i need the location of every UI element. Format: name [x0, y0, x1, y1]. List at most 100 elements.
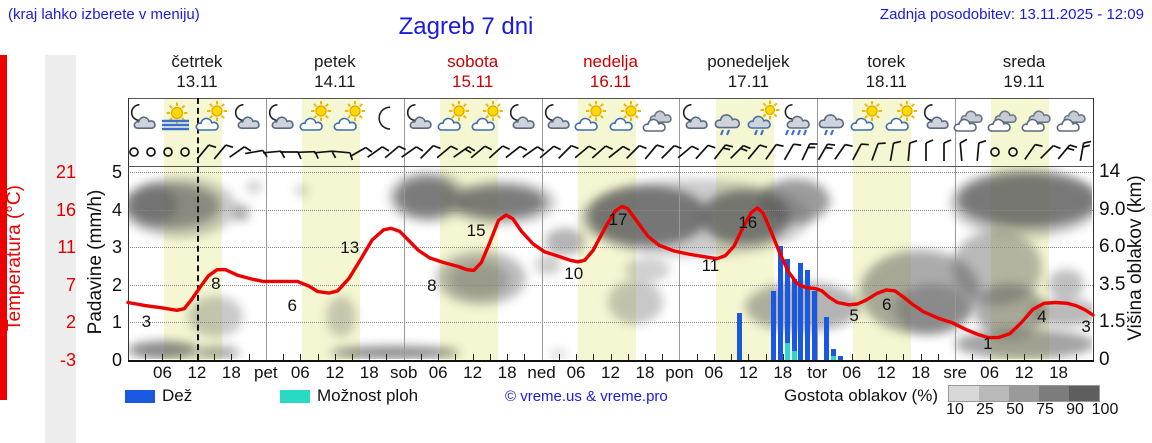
last-updated: Zadnja posodobitev: 13.11.2025 - 12:09 [879, 6, 1144, 23]
x-tick [214, 354, 216, 360]
wind-barb [660, 144, 682, 159]
x-tick [524, 354, 526, 360]
hour-label: 06 [704, 363, 724, 382]
temp-label: 6 [287, 295, 297, 315]
wind-barb [608, 145, 631, 159]
wind-barb [729, 144, 751, 159]
wind-barb [574, 145, 596, 159]
x-tick [765, 354, 767, 360]
density-tick-label: 10 [946, 401, 964, 418]
day-abbr-label: sob [389, 363, 418, 382]
density-segment [1039, 386, 1069, 401]
density-tick-label: 50 [1006, 401, 1024, 418]
hour-label: 06 [842, 363, 862, 382]
wind-barb [401, 146, 424, 158]
x-tick [179, 354, 181, 360]
wind-barb [990, 147, 1001, 157]
copyright-link[interactable]: © vreme.us & vreme.pro [505, 388, 668, 405]
x-tick [507, 354, 509, 360]
daylight-band [439, 98, 498, 360]
hour-label: 18 [359, 363, 379, 382]
cloud-tick: 1.5 [1099, 311, 1126, 332]
wind-barb [470, 145, 493, 159]
temp-label: 1 [983, 333, 993, 353]
page-title: Zagreb 7 dni [398, 13, 534, 40]
wind-barb [677, 145, 700, 159]
wind-barb [436, 145, 458, 159]
rain-bar [837, 355, 843, 360]
day-header-sreda: sreda 19.11 [1002, 52, 1046, 91]
rain-bar [830, 348, 836, 360]
cloud-blob [624, 257, 670, 283]
wind-barb [213, 144, 234, 160]
weather-icon-moon-cloud [124, 102, 160, 136]
x-tick [386, 354, 388, 360]
x-tick [782, 354, 784, 360]
x-tick [283, 354, 285, 360]
weather-icon-sun-cloud [331, 101, 367, 136]
x-tick [886, 354, 888, 360]
weather-icon-moon-cloud [676, 102, 712, 136]
hour-label: 06 [980, 363, 1000, 382]
precip-tick: 2 [111, 274, 122, 295]
wind-barb [229, 146, 252, 158]
x-tick [731, 354, 733, 360]
rain-bar [778, 245, 784, 360]
rain-legend-label: Dež [162, 386, 193, 405]
x-tick [713, 354, 715, 360]
precip-tick: 4 [111, 199, 122, 220]
cloud-blob [326, 295, 357, 338]
wind-barb [976, 139, 987, 162]
cloud-axis-title: Višina oblakov (km) [1125, 175, 1146, 341]
temp-label: 6 [882, 294, 892, 314]
x-tick [231, 354, 233, 360]
rain-bar [805, 270, 811, 360]
hour-label: 12 [1014, 363, 1034, 382]
x-tick [334, 354, 336, 360]
wind-barb [557, 144, 579, 159]
gridline [128, 284, 1093, 286]
rain-bar [823, 316, 829, 360]
density-segment [979, 386, 1009, 401]
weather-icon-clouds [641, 102, 677, 136]
weather-icon-moon-cloud [917, 102, 953, 136]
cloud-tick: 14 [1099, 161, 1121, 182]
weather-icon-sun-cloud [848, 101, 884, 136]
x-tick [851, 354, 853, 360]
density-tick-label: 25 [976, 401, 994, 418]
day-abbr-label: pet [254, 363, 278, 382]
wind-barb [146, 147, 156, 157]
wind-barb [801, 142, 818, 161]
density-segment [1069, 386, 1099, 401]
hour-label: 12 [463, 363, 483, 382]
cloud-tick: 3.5 [1099, 273, 1126, 295]
gridline [128, 247, 1093, 248]
x-tick [1024, 354, 1026, 360]
wind-barb [196, 144, 216, 160]
wind-barb [1057, 144, 1078, 160]
left-gray-strip [45, 55, 76, 443]
cloud-blob [608, 280, 664, 325]
temp-label: 3 [141, 312, 152, 331]
wind-barb [349, 146, 373, 158]
wind-barb [1007, 147, 1018, 157]
wind-barb [279, 151, 302, 160]
day-header-sobota: sobota 15.11 [447, 52, 499, 91]
day-separator [265, 98, 267, 360]
daylight-band [164, 98, 223, 360]
wind-barb [834, 143, 854, 160]
wind-barb [695, 144, 716, 160]
wind-barb [747, 144, 768, 160]
precip-tick: 1 [111, 312, 122, 332]
day-header-petek: petek 14.11 [313, 52, 356, 91]
temp-tick: 2 [65, 312, 76, 332]
weather-icon-clouds [986, 102, 1022, 136]
x-tick [420, 354, 422, 360]
rain-bar [784, 258, 790, 360]
temp-label: 11 [701, 255, 720, 275]
weather-icon-sun-fog [159, 102, 195, 136]
rain-bar [771, 290, 777, 360]
x-tick [300, 354, 302, 360]
temp-axis-title: Temperatura (°C) [4, 185, 25, 331]
